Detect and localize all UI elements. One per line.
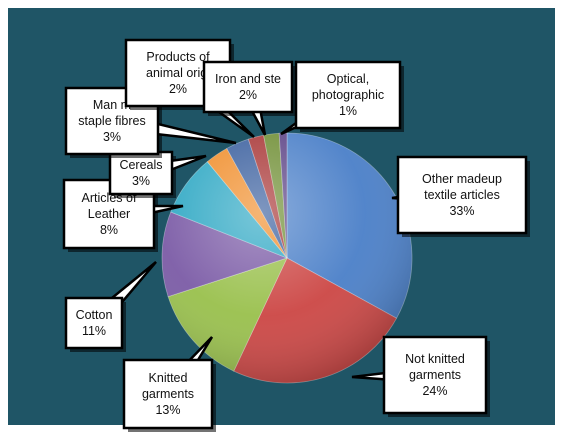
callout-box (64, 86, 160, 156)
slice-category-label: photographic (312, 88, 384, 102)
callout-0: Other madeup textile articles 33% (391, 155, 530, 237)
slice-percent-label: 11% (82, 324, 106, 338)
pie-slices (161, 132, 413, 384)
slice-category-label: Cotton (76, 308, 113, 322)
callout-box (202, 60, 294, 114)
callout-8: Iron and ste 2% (202, 60, 296, 136)
slice-category-label: Products of (146, 50, 210, 64)
callout-1: Not knitted garments 24% (351, 335, 490, 417)
callout-box (64, 296, 124, 350)
slice-category-label: Cereals (119, 158, 162, 172)
callout-box (122, 358, 214, 430)
callout-box (382, 335, 488, 415)
callout-2: Knitted garments 13% (122, 336, 216, 432)
callout-box (108, 150, 174, 196)
slice-category-label: Other madeup (422, 172, 502, 186)
callout-6: Man m staple fibres 3% (64, 86, 237, 158)
callout-box (396, 155, 528, 235)
slice-category-label: Optical, (327, 72, 369, 86)
slice-category-label: garments (142, 387, 194, 401)
slice-category-label: Leather (88, 207, 130, 221)
callout-3: Cotton 11% (64, 261, 157, 352)
slice-percent-label: 33% (449, 204, 474, 218)
slice-percent-label: 2% (169, 82, 187, 96)
slice-category-label: garments (409, 368, 461, 382)
slice-percent-label: 1% (339, 104, 357, 118)
slice-category-label: staple fibres (78, 114, 145, 128)
callout-9: Optical, photographic 1% (280, 60, 404, 136)
slice-percent-label: 3% (103, 130, 121, 144)
slice-category-label: animal origi (146, 66, 210, 80)
callout-box (294, 60, 402, 130)
slice-percent-label: 24% (422, 384, 447, 398)
slice-percent-label: 2% (239, 88, 257, 102)
slice-callouts: Other madeup textile articles 33% Not knitt… (62, 38, 530, 432)
slice-percent-label: 3% (132, 174, 150, 188)
slice-category-label: Not knitted (405, 352, 465, 366)
slice-percent-label: 8% (100, 223, 118, 237)
slice-category-label: Iron and ste (215, 72, 281, 86)
slice-category-label: Man m (93, 98, 131, 112)
slice-percent-label: 13% (155, 403, 180, 417)
slice-category-label: textile articles (424, 188, 500, 202)
slice-category-label: Knitted (149, 371, 188, 385)
callout-5: Cereals 3% (108, 150, 207, 198)
